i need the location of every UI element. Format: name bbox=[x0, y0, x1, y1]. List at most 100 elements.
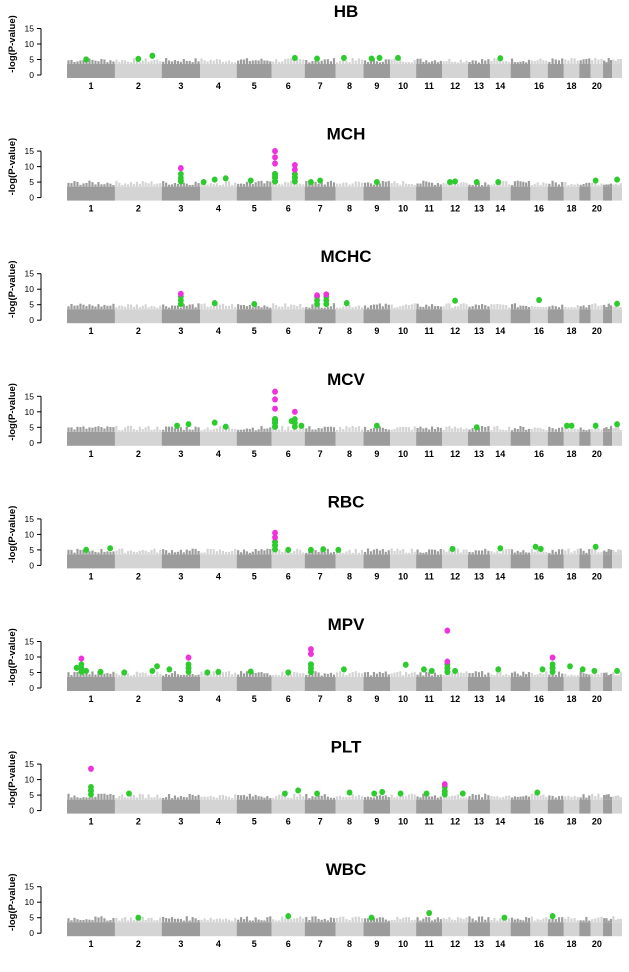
snp-point-magenta bbox=[308, 650, 314, 658]
chromosome-band-10 bbox=[390, 426, 417, 446]
snp-point-green bbox=[335, 546, 342, 554]
chromosome-band-20 bbox=[590, 672, 604, 691]
chromosome-band-12 bbox=[442, 548, 468, 569]
chromosome-band-10 bbox=[390, 671, 417, 691]
chromosome-tick-label: 12 bbox=[450, 817, 460, 827]
chromosome-tick-label: 13 bbox=[474, 817, 484, 827]
snp-point-magenta bbox=[444, 627, 451, 634]
chromosome-band-4 bbox=[199, 671, 237, 691]
chromosome-tick-label: 14 bbox=[495, 449, 505, 459]
chromosome-tick-label: 5 bbox=[252, 81, 257, 91]
chromosome-band-13 bbox=[467, 671, 490, 691]
chromosome-band-1 bbox=[67, 916, 115, 937]
chromosome-band-9 bbox=[363, 180, 391, 201]
chromosome-band-8 bbox=[335, 548, 364, 569]
chromosome-band-8 bbox=[335, 425, 364, 446]
chromosome-band-13 bbox=[467, 548, 490, 569]
chromosome-band-7 bbox=[304, 426, 336, 446]
chromosome-tick-label: 1 bbox=[88, 817, 93, 827]
chromosome-tick-label: 2 bbox=[136, 449, 141, 459]
chromosome-tick-label: 16 bbox=[534, 204, 544, 214]
chromosome-tick-label: 11 bbox=[424, 326, 434, 336]
chromosome-tick-label: 13 bbox=[474, 939, 484, 949]
snp-point-magenta bbox=[291, 161, 298, 169]
snp-point-green bbox=[473, 179, 480, 186]
chromosome-band-18 bbox=[563, 916, 580, 937]
snp-point-green bbox=[536, 296, 542, 304]
chromosome-tick-label: 3 bbox=[178, 81, 183, 91]
chromosome-tick-label: 11 bbox=[424, 817, 434, 827]
y-tick-label: 10 bbox=[25, 529, 35, 539]
chromosome-band-5 bbox=[236, 793, 272, 814]
chromosome-tick-label: 10 bbox=[398, 817, 408, 827]
snp-point-green bbox=[97, 668, 104, 675]
chromosome-tick-label: 2 bbox=[136, 204, 141, 214]
chromosome-band-9 bbox=[363, 671, 391, 691]
chromosome-band-13 bbox=[467, 59, 490, 78]
chromosome-band-11 bbox=[416, 180, 443, 201]
snp-point-magenta bbox=[272, 529, 278, 536]
chromosome-band-11 bbox=[416, 916, 443, 937]
chromosome-tick-label: 10 bbox=[398, 326, 408, 336]
y-tick-label: 5 bbox=[29, 668, 34, 678]
snp-point-green bbox=[222, 175, 229, 182]
snp-point-green bbox=[368, 914, 375, 921]
chromosome-band-19 bbox=[579, 794, 591, 814]
chromosome-tick-label: 14 bbox=[495, 571, 505, 581]
snp-point-green bbox=[272, 538, 278, 545]
chromosome-band-15 bbox=[510, 549, 531, 569]
chromosome-band-14 bbox=[489, 303, 511, 324]
chromosome-band-3 bbox=[161, 671, 200, 691]
chromosome-band-16 bbox=[530, 58, 548, 78]
chromosome-band-6 bbox=[271, 180, 305, 201]
y-tick-label: 5 bbox=[29, 790, 34, 800]
chromosome-band-22 bbox=[612, 58, 622, 78]
chromosome-tick-label: 13 bbox=[474, 81, 484, 91]
chromosome-band-13 bbox=[467, 916, 490, 937]
chromosome-band-2 bbox=[114, 425, 162, 446]
panel-title: MPV bbox=[328, 615, 366, 634]
chromosome-tick-label: 2 bbox=[136, 939, 141, 949]
y-tick-label: 0 bbox=[29, 315, 34, 325]
snp-point-magenta bbox=[272, 534, 278, 541]
chromosome-band-1 bbox=[67, 180, 115, 201]
chromosome-band-5 bbox=[236, 180, 272, 201]
chromosome-tick-label: 20 bbox=[592, 326, 602, 336]
snp-point-green bbox=[452, 297, 458, 304]
chromosome-band-17 bbox=[547, 58, 564, 78]
snp-point-green bbox=[428, 667, 435, 675]
chromosome-tick-label: 7 bbox=[318, 817, 323, 827]
chromosome-tick-label: 12 bbox=[450, 204, 460, 214]
chromosome-tick-label: 7 bbox=[318, 939, 323, 949]
chromosome-band-3 bbox=[161, 916, 200, 937]
y-tick-label: 15 bbox=[25, 391, 35, 401]
chromosome-band-2 bbox=[114, 671, 162, 691]
chromosome-band-7 bbox=[304, 303, 336, 324]
y-tick-label: 5 bbox=[29, 913, 34, 923]
chromosome-tick-label: 11 bbox=[424, 81, 434, 91]
chromosome-band-14 bbox=[489, 795, 511, 814]
chromosome-band-6 bbox=[271, 793, 305, 814]
snp-point-green bbox=[291, 416, 298, 423]
chromosome-tick-label: 9 bbox=[374, 81, 379, 91]
chromosome-band-1 bbox=[67, 671, 115, 691]
chromosome-tick-label: 12 bbox=[450, 939, 460, 949]
chromosome-band-8 bbox=[335, 304, 364, 324]
chromosome-band-12 bbox=[442, 426, 468, 446]
chromosome-band-14 bbox=[489, 58, 511, 78]
snp-point-green bbox=[397, 790, 404, 797]
snp-point-green bbox=[251, 300, 258, 308]
chromosome-band-18 bbox=[563, 427, 580, 446]
snp-point-green bbox=[537, 545, 544, 553]
chromosome-tick-label: 10 bbox=[398, 939, 408, 949]
chromosome-tick-label: 3 bbox=[178, 939, 183, 949]
chromosome-band-15 bbox=[510, 58, 531, 78]
snp-point-green bbox=[341, 54, 347, 62]
chromosome-tick-label: 5 bbox=[252, 939, 257, 949]
chromosome-tick-label: 9 bbox=[374, 204, 379, 214]
snp-point-green bbox=[459, 790, 466, 797]
chromosome-band-21 bbox=[603, 303, 613, 324]
